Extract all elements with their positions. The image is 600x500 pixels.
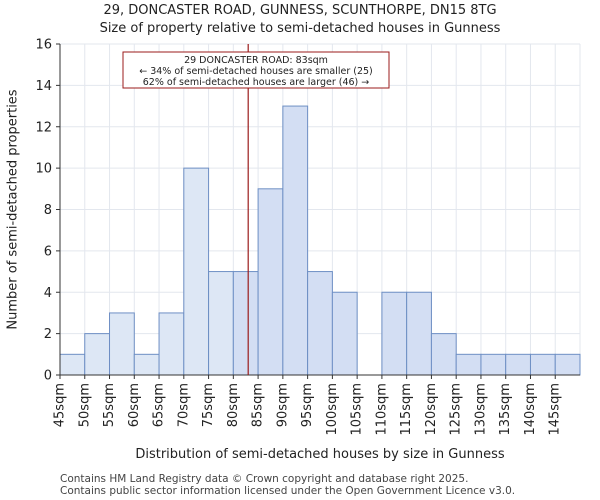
histogram-bar (133, 353, 160, 376)
x-tick-label: 110sqm (374, 383, 389, 436)
x-tick-label: 145sqm (548, 383, 563, 436)
histogram-bar (430, 333, 457, 376)
histogram-bar (59, 353, 86, 376)
x-tick-label: 135sqm (498, 383, 513, 436)
y-axis-label: Number of semi-detached properties (6, 89, 21, 329)
y-tick-label: 12 (35, 120, 52, 135)
y-tick-label: 2 (44, 327, 52, 342)
x-tick-label: 85sqm (251, 383, 266, 427)
histogram-bar (505, 353, 531, 376)
x-tick-label: 95sqm (300, 383, 315, 427)
x-tick-label: 100sqm (325, 383, 340, 436)
x-tick-label: 50sqm (77, 383, 92, 427)
x-tick-label: 115sqm (399, 383, 414, 436)
x-tick-label: 130sqm (473, 383, 488, 436)
x-tick-label: 120sqm (424, 383, 439, 436)
x-tick-label: 140sqm (523, 383, 538, 436)
histogram-bar (529, 353, 556, 376)
footer-licence: Contains public sector information licen… (60, 485, 516, 497)
y-tick-label: 16 (35, 38, 52, 53)
histogram-bar (554, 353, 581, 376)
x-tick-label: 70sqm (176, 383, 191, 427)
y-tick-label: 10 (35, 162, 52, 177)
y-tick-label: 8 (44, 203, 52, 218)
x-tick-label: 125sqm (449, 383, 464, 436)
histogram-bar (381, 291, 408, 376)
histogram-bar (282, 105, 309, 376)
x-tick-label: 60sqm (127, 383, 142, 427)
y-tick-label: 14 (35, 79, 52, 94)
histogram-bar (331, 291, 358, 376)
annotation-box (122, 51, 390, 89)
histogram-bar (455, 353, 482, 376)
histogram-bar (232, 271, 259, 376)
histogram-bar (208, 271, 234, 376)
histogram-bar (307, 271, 333, 376)
histogram-bar (109, 312, 135, 376)
x-tick-label: 90sqm (275, 383, 290, 427)
x-tick-label: 75sqm (201, 383, 216, 427)
histogram-bar (257, 188, 284, 376)
y-tick-label: 6 (44, 244, 52, 259)
x-tick-label: 80sqm (226, 383, 241, 427)
x-axis-label: Distribution of semi-detached houses by … (135, 447, 505, 462)
histogram-bar (158, 312, 185, 376)
x-tick-label: 105sqm (350, 383, 365, 436)
x-tick-label: 65sqm (152, 383, 167, 427)
annotation-line: 62% of semi-detached houses are larger (… (143, 77, 370, 88)
histogram-bar (480, 353, 507, 376)
footer-copyright: Contains HM Land Registry data © Crown c… (60, 473, 469, 485)
y-tick-label: 0 (44, 369, 52, 384)
histogram-bar (406, 291, 432, 376)
histogram-bar (84, 333, 111, 376)
annotation-line: ← 34% of semi-detached houses are smalle… (139, 66, 373, 77)
histogram-bar (183, 167, 210, 376)
y-tick-label: 4 (44, 286, 52, 301)
x-tick-label: 55sqm (102, 383, 117, 427)
annotation-line: 29 DONCASTER ROAD: 83sqm (184, 55, 328, 66)
x-tick-label: 45sqm (53, 383, 68, 427)
chart-subtitle: Size of property relative to semi-detach… (99, 21, 501, 36)
chart-title: 29, DONCASTER ROAD, GUNNESS, SCUNTHORPE,… (103, 3, 497, 18)
